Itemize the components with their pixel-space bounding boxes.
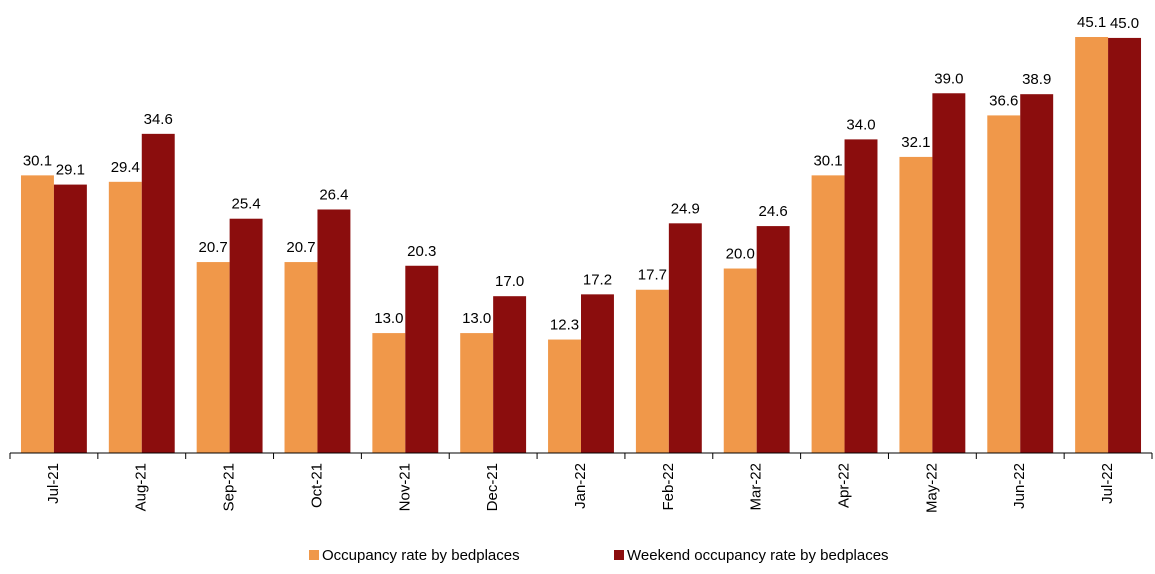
legend-label: Occupancy rate by bedplaces	[322, 547, 520, 564]
bar	[844, 139, 878, 453]
legend-label: Weekend occupancy rate by bedplaces	[627, 547, 889, 564]
value-label: 38.9	[1022, 71, 1051, 88]
bar	[229, 218, 263, 453]
bar	[987, 115, 1021, 453]
value-label: 12.3	[550, 317, 579, 334]
bar	[1108, 37, 1142, 453]
value-label: 20.7	[199, 239, 228, 256]
bar	[196, 262, 230, 453]
x-tick-label: Jan-22	[572, 463, 589, 509]
value-label: 20.7	[286, 239, 315, 256]
value-label: 17.2	[583, 271, 612, 288]
bar	[668, 223, 702, 453]
bar	[460, 333, 494, 453]
bar	[141, 133, 175, 453]
value-label: 36.6	[989, 92, 1018, 109]
value-label: 17.0	[495, 273, 524, 290]
value-label: 20.3	[407, 243, 436, 260]
x-tick-label: Dec-21	[484, 463, 501, 511]
value-label: 39.0	[934, 70, 963, 87]
x-tick-label: Sep-21	[221, 463, 238, 511]
bar	[548, 339, 581, 453]
legend-swatch	[309, 550, 319, 560]
legend-swatch	[614, 550, 624, 560]
value-label: 30.1	[813, 152, 842, 169]
bar	[811, 175, 845, 454]
value-label: 34.6	[144, 111, 173, 128]
x-tick-label: Feb-22	[660, 463, 677, 511]
bar	[20, 175, 54, 454]
bar	[1020, 94, 1054, 453]
x-tick-label: Jul-22	[1099, 463, 1116, 504]
x-tick-label: Aug-21	[133, 463, 150, 511]
value-label: 13.0	[374, 310, 403, 327]
value-label: 24.9	[671, 200, 700, 217]
x-tick-label: Mar-22	[748, 463, 765, 511]
bar	[899, 156, 933, 453]
bar	[372, 333, 406, 453]
value-label: 32.1	[901, 134, 930, 151]
value-label: 29.4	[111, 159, 140, 176]
x-tick-label: Apr-22	[836, 463, 853, 508]
bar	[108, 181, 142, 453]
bar	[53, 184, 87, 454]
x-tick-label: Jun-22	[1011, 463, 1028, 509]
value-label: 25.4	[231, 196, 260, 213]
x-tick-label: May-22	[923, 463, 940, 513]
value-label: 30.1	[23, 152, 52, 169]
bar	[723, 268, 757, 453]
bar	[1075, 37, 1109, 453]
value-label: 45.0	[1110, 15, 1139, 32]
value-label: 20.0	[726, 246, 755, 263]
x-tick-label: Oct-21	[308, 463, 325, 508]
value-label: 17.7	[638, 267, 667, 284]
x-tick-label: Jul-21	[45, 463, 62, 504]
bar	[493, 296, 527, 453]
value-label: 24.6	[759, 203, 788, 220]
bar	[284, 262, 318, 453]
value-label: 45.1	[1077, 14, 1106, 31]
bar	[405, 265, 439, 453]
bar	[581, 294, 614, 453]
bar	[932, 93, 966, 453]
bar	[317, 209, 351, 453]
value-label: 13.0	[462, 310, 491, 327]
value-label: 29.1	[56, 162, 85, 179]
value-label: 34.0	[846, 116, 875, 133]
x-tick-label: Nov-21	[396, 463, 413, 511]
value-label: 26.4	[319, 186, 348, 203]
bar	[756, 226, 790, 453]
bar	[635, 289, 669, 453]
